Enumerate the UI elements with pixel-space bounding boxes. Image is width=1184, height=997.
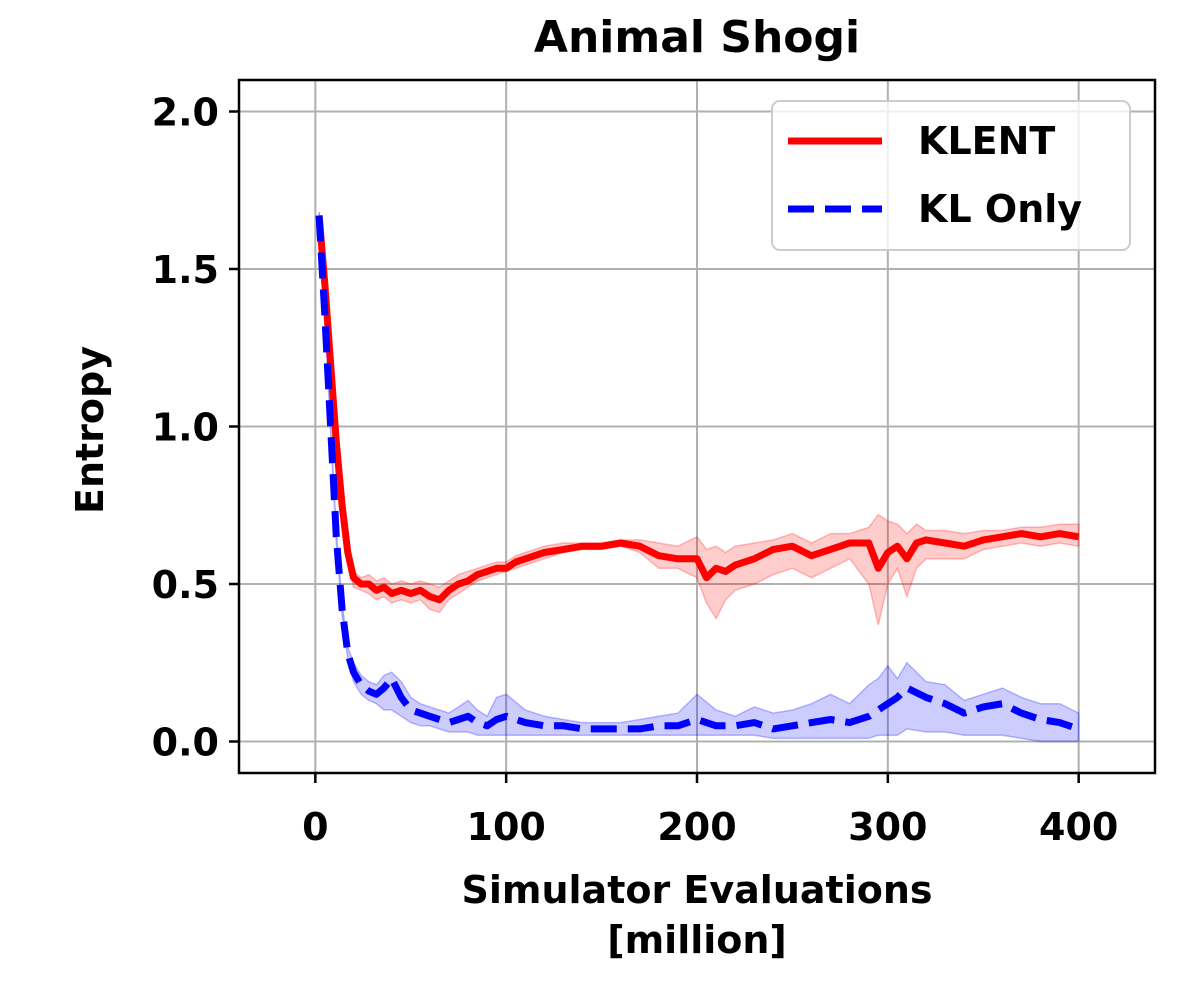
- legend: KLENT KL Only: [771, 100, 1131, 251]
- band-klent: [318, 212, 1080, 626]
- x-axis-ticks: 0 100 200 300 400: [302, 773, 1118, 849]
- x-tick-label: 100: [467, 805, 546, 849]
- legend-label-kl-only: KL Only: [918, 187, 1082, 231]
- legend-label-klent: KLENT: [918, 119, 1055, 163]
- x-axis-label-line2: [million]: [607, 918, 787, 962]
- series-lines: [315, 215, 1080, 733]
- y-tick-label: 0.5: [152, 563, 219, 607]
- y-axis-ticks: 0.0 0.5 1.0 1.5 2.0: [152, 91, 239, 765]
- x-axis-label-line1: Simulator Evaluations: [461, 868, 932, 912]
- line-kl-only: [315, 215, 1080, 733]
- y-tick-label: 2.0: [152, 91, 219, 135]
- chart-title: Animal Shogi: [534, 12, 860, 63]
- x-tick-label: 200: [657, 805, 736, 849]
- y-tick-label: 1.0: [152, 406, 219, 450]
- y-axis-label: Entropy: [68, 346, 112, 514]
- y-tick-label: 0.0: [152, 721, 219, 765]
- line-klent: [315, 215, 1080, 604]
- x-tick-label: 400: [1039, 805, 1118, 849]
- x-tick-label: 300: [848, 805, 927, 849]
- y-tick-label: 1.5: [152, 248, 219, 292]
- x-tick-label: 0: [302, 805, 328, 849]
